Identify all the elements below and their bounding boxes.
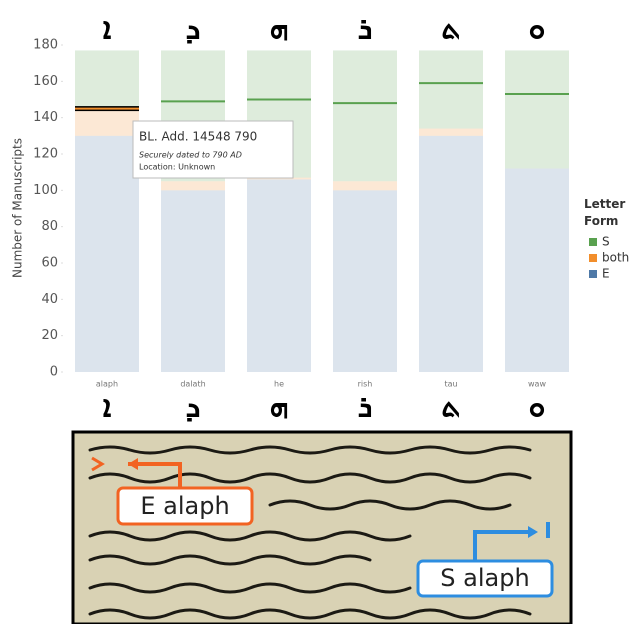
tooltip-box bbox=[132, 120, 294, 179]
bottom-glyph: ܬ bbox=[441, 390, 460, 425]
y-tick-label: 20 bbox=[41, 328, 58, 343]
legend-swatch bbox=[589, 270, 597, 278]
legend-label: S bbox=[602, 235, 610, 249]
tooltip-subtitle: Securely dated to 790 AD bbox=[139, 151, 242, 160]
y-tick-label: 0 bbox=[50, 365, 58, 380]
bar-segment bbox=[505, 168, 569, 372]
top-glyph: ܘ bbox=[529, 12, 546, 47]
legend-label: both bbox=[602, 251, 629, 265]
category-label: rish bbox=[358, 380, 373, 389]
manuscript-image: E alaph S alaph bbox=[71, 430, 573, 624]
bar-segment bbox=[333, 50, 397, 182]
bar-segment bbox=[161, 181, 225, 191]
arrow bbox=[128, 462, 182, 488]
y-tick-label: 80 bbox=[41, 219, 58, 234]
y-tick-label: 140 bbox=[33, 110, 58, 125]
y-tick-label: 120 bbox=[33, 147, 58, 162]
bar-segment bbox=[419, 50, 483, 129]
callout-box bbox=[416, 559, 554, 598]
bar-segment bbox=[419, 135, 483, 372]
top-glyph: ܬ bbox=[441, 12, 460, 47]
top-glyph: ܐ bbox=[103, 12, 112, 47]
callout-label: E alaph bbox=[140, 492, 229, 520]
category-label: waw bbox=[528, 380, 546, 389]
y-tick-label: 180 bbox=[33, 38, 58, 53]
y-tick-label: 100 bbox=[33, 183, 58, 198]
y-tick-label: 40 bbox=[41, 292, 58, 307]
y-tick-label: 160 bbox=[33, 74, 58, 89]
arrow-head bbox=[528, 526, 538, 538]
letter-mark bbox=[91, 456, 105, 472]
callout-label: S alaph bbox=[440, 564, 529, 592]
category-label: alaph bbox=[96, 380, 118, 389]
bar-segment bbox=[247, 179, 311, 372]
bottom-glyph: ܐ bbox=[103, 390, 112, 425]
top-glyph: ܗ bbox=[270, 12, 289, 47]
bar-segment bbox=[75, 50, 139, 111]
script-lines bbox=[88, 445, 532, 620]
bar-segment bbox=[333, 190, 397, 372]
legend-label: E bbox=[602, 267, 610, 281]
bar-segment bbox=[75, 110, 139, 136]
bottom-glyph: ܘ bbox=[529, 390, 546, 425]
bottom-glyph: ܪ bbox=[358, 390, 373, 425]
legend-swatch bbox=[589, 238, 597, 246]
top-glyph: ܕ bbox=[186, 12, 201, 47]
legend-swatch bbox=[589, 254, 597, 262]
bar-segment bbox=[75, 135, 139, 372]
letter-mark bbox=[546, 522, 550, 538]
bar-segment bbox=[247, 177, 311, 180]
top-glyph: ܪ bbox=[358, 12, 373, 47]
bar-segment bbox=[161, 190, 225, 372]
legend-title: Letter Form bbox=[584, 197, 626, 228]
tooltip-location: Location: Unknown bbox=[139, 163, 215, 172]
tooltip-title: BL. Add. 14548 790 bbox=[139, 130, 257, 144]
category-label: he bbox=[274, 380, 284, 389]
y-tick-label: 60 bbox=[41, 256, 58, 271]
bar-segment bbox=[419, 128, 483, 136]
category-label: tau bbox=[444, 380, 457, 389]
arrow-head bbox=[128, 458, 138, 470]
y-axis-title: Number of Manuscripts bbox=[11, 138, 25, 278]
callout-box bbox=[116, 486, 254, 526]
arrow bbox=[473, 530, 535, 561]
bottom-glyph: ܗ bbox=[270, 390, 289, 425]
bottom-glyph: ܕ bbox=[186, 390, 201, 425]
bar-segment bbox=[333, 181, 397, 191]
category-label: dalath bbox=[180, 380, 205, 389]
bar-segment bbox=[505, 50, 569, 169]
